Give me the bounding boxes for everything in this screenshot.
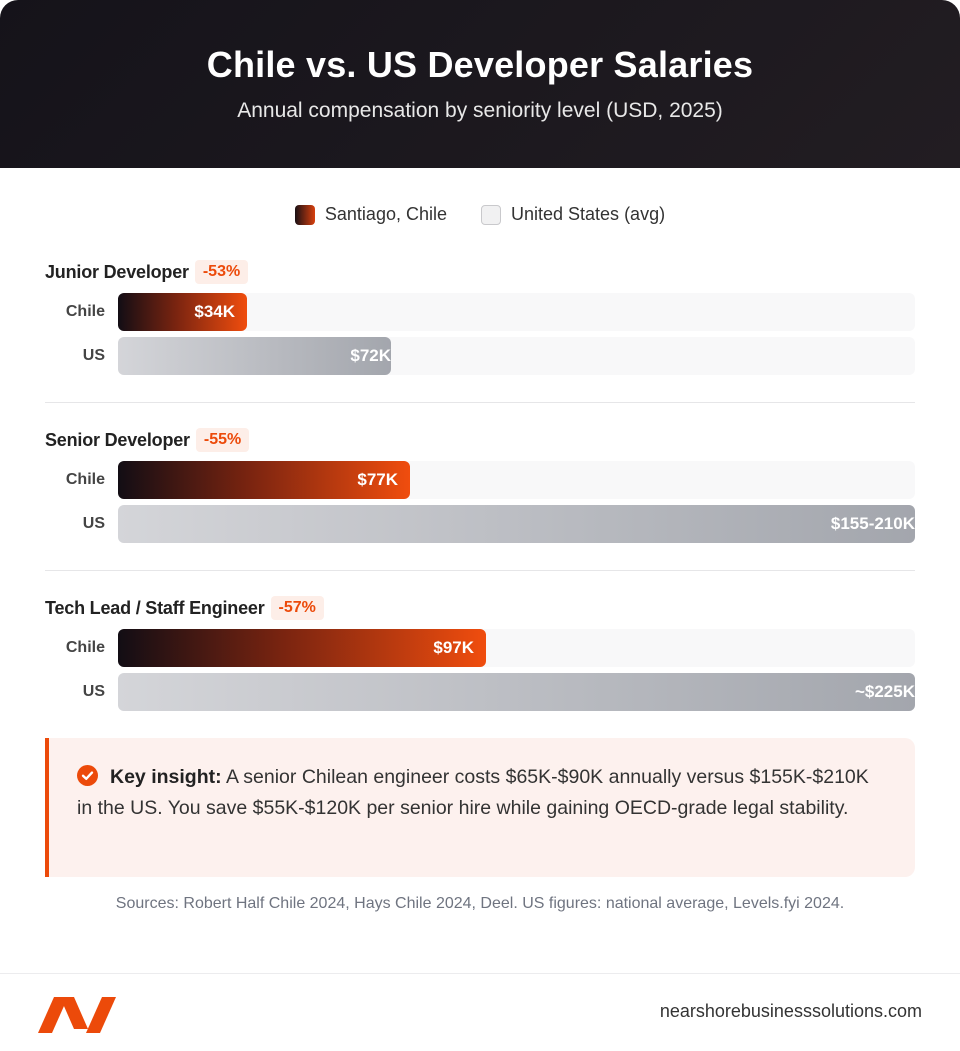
group-divider <box>45 402 915 403</box>
savings-badge: -53% <box>194 260 249 284</box>
group-label: Junior Developer <box>45 261 189 282</box>
bar-us: $155-210K <box>118 505 915 543</box>
insight-label: Key insight: <box>110 766 222 788</box>
bar-track: $72K <box>118 337 915 375</box>
bar-row-us: US $155-210K <box>0 505 960 543</box>
legend-item-us: United States (avg) <box>481 204 665 225</box>
page-title: Chile vs. US Developer Salaries <box>206 44 754 85</box>
group-label: Tech Lead / Staff Engineer <box>45 597 265 618</box>
bar-row-chile: Chile $34K <box>0 293 960 331</box>
bar-group: Tech Lead / Staff Engineer -57% Chile $97K U… <box>0 594 960 724</box>
bar-track: ~$225K <box>118 673 915 711</box>
bar-us: $72K <box>118 337 391 375</box>
bar-row-label: Chile <box>65 639 105 656</box>
brand-logo-icon <box>38 997 116 1033</box>
bar-chile: $77K <box>118 461 410 499</box>
bar-row-chile: Chile $77K <box>0 461 960 499</box>
bar-value-label: $155-210K <box>830 514 915 533</box>
header: Chile vs. US Developer Salaries Annual c… <box>0 0 960 168</box>
bar-value-label: $77K <box>357 470 398 489</box>
group-divider <box>45 570 915 571</box>
bar-row-label: US <box>82 683 105 700</box>
savings-badge: -55% <box>195 428 250 452</box>
bar-row-us: US ~$225K <box>0 673 960 711</box>
bar-chile: $34K <box>118 293 247 331</box>
bar-row-label: Chile <box>65 471 105 488</box>
bar-value-label: $34K <box>194 302 235 321</box>
sources-note: Sources: Robert Half Chile 2024, Hays Ch… <box>115 895 845 912</box>
bar-track: $97K <box>118 629 915 667</box>
bar-group: Junior Developer -53% Chile $34K US $72K <box>0 258 960 388</box>
bar-us: ~$225K <box>118 673 915 711</box>
legend-label-chile: Santiago, Chile <box>324 204 447 224</box>
page-subtitle: Annual compensation by seniority level (… <box>237 99 723 122</box>
insight-text: A senior Chilean engineer costs $65K-$90… <box>77 766 869 819</box>
bar-row-us: US $72K <box>0 337 960 375</box>
footer-site-link[interactable]: nearshorebusinesssolutions.com <box>659 1001 922 1021</box>
group-header: Junior Developer -53% <box>45 258 249 286</box>
bar-value-label: ~$225K <box>854 682 915 701</box>
savings-badge: -57% <box>270 596 324 620</box>
bar-value-label: $72K <box>350 346 391 365</box>
bar-chile: $97K <box>118 629 486 667</box>
legend-item-chile: Santiago, Chile <box>294 204 447 225</box>
bar-group: Senior Developer -55% Chile $77K US $155-210K <box>0 426 960 556</box>
bar-row-chile: Chile $97K <box>0 629 960 667</box>
check-circle-icon <box>77 765 98 786</box>
footer-divider <box>0 973 960 974</box>
legend-swatch-us <box>481 204 501 225</box>
bar-track: $34K <box>118 293 915 331</box>
bar-row-label: Chile <box>65 303 105 320</box>
legend-label-us: United States (avg) <box>511 204 666 224</box>
group-header: Tech Lead / Staff Engineer -57% <box>45 594 324 622</box>
group-header: Senior Developer -55% <box>45 426 250 454</box>
bar-track: $77K <box>118 461 915 499</box>
bar-value-label: $97K <box>433 638 474 657</box>
bar-row-label: US <box>82 515 105 532</box>
bar-row-label: US <box>82 347 105 364</box>
legend-swatch-chile <box>294 204 315 225</box>
chart-legend: Santiago, Chile United States (avg) <box>0 204 960 225</box>
group-label: Senior Developer <box>45 429 190 450</box>
insight-callout: Key insight: A senior Chilean engineer c… <box>45 738 915 877</box>
bar-track: $155-210K <box>118 505 915 543</box>
